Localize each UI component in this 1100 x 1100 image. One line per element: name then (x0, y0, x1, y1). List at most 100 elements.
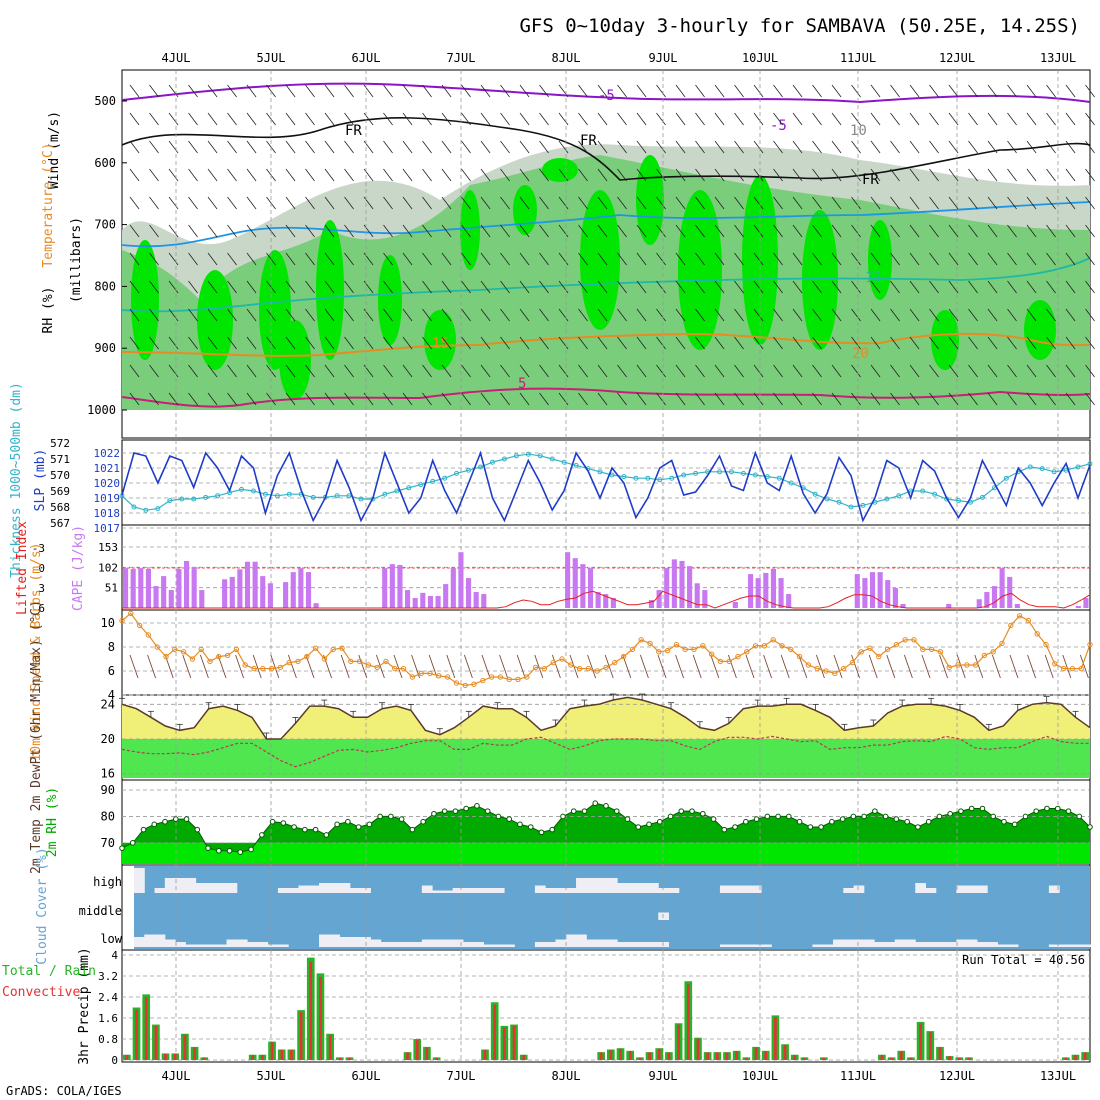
wind-barb (207, 364, 218, 378)
cape-bar (991, 586, 998, 608)
wind-barb (285, 196, 296, 210)
cape-tick-label: 102 (98, 561, 118, 574)
wind-barb (734, 112, 744, 126)
wind-barb (305, 252, 315, 266)
rh2m-point (549, 826, 556, 833)
freezing-level-line (121, 117, 1091, 181)
wind-barb (968, 168, 978, 182)
wind-barb (636, 308, 647, 322)
cape-tick-label: 51 (105, 582, 118, 595)
wind-barb (441, 140, 452, 154)
wind-barb (812, 336, 822, 350)
rh2m-point (925, 818, 932, 825)
wind-barb (539, 392, 549, 406)
cloud-clear-bar (134, 868, 145, 893)
thickness-point (274, 493, 280, 499)
wind-barb (1065, 364, 1076, 378)
cape-bar (732, 602, 738, 608)
wind-barb (324, 280, 335, 294)
precip-tick-label: 0 (111, 1054, 118, 1067)
wind-speed-point (119, 617, 125, 624)
lifted-index-axis-label-part: Lifted Index (15, 521, 30, 615)
run-total-label: Run Total = 40.56 (962, 953, 1085, 967)
wind-barb (246, 84, 257, 98)
wind-speed-point (550, 659, 556, 666)
wind-barb (695, 392, 705, 406)
cloud-clear-bar (205, 944, 217, 947)
wind-speed-point (717, 658, 724, 665)
rh2m-point (947, 810, 953, 817)
wind-barb (929, 84, 939, 98)
wind-barb (519, 84, 530, 98)
wind-barb (227, 140, 237, 154)
wind-barb (812, 252, 822, 266)
wind-barb (948, 364, 959, 378)
precip-convective-bar (319, 976, 322, 1060)
slp-line (121, 450, 1091, 523)
cloud-clear-bar (915, 883, 927, 893)
rh-high-area (580, 190, 620, 330)
wind-barb (909, 168, 920, 182)
wind-barb (168, 112, 179, 126)
wind-barb (734, 392, 744, 406)
rh2m-base (122, 842, 1090, 864)
wind-barb-10m (974, 654, 984, 679)
wind-barb (773, 392, 783, 406)
wind-barb (1046, 308, 1056, 322)
wind-barb (500, 84, 510, 98)
wind-barb (987, 84, 998, 98)
wind-barb (851, 280, 861, 294)
temp-tick-label: 20 (101, 732, 115, 746)
cloud-clear-bar (658, 912, 670, 920)
wind-barb (227, 252, 237, 266)
wind-barb-10m (657, 654, 667, 679)
pressure-tick-label: 700 (94, 218, 116, 232)
wind-speed-point (858, 649, 864, 655)
wind10m-panel: 4 6 8 10 (101, 610, 1093, 702)
li-tick-label: 6 (38, 602, 45, 615)
wind-barb (578, 196, 588, 210)
slp-tick-label: 1020 (94, 477, 121, 490)
li-tick-label: -3 (32, 542, 45, 555)
cloud-clear-bar (534, 942, 546, 947)
wind-barb (929, 140, 939, 154)
pressure-tick-label: 1000 (87, 403, 116, 417)
thickness-point (358, 496, 364, 502)
wind-barb (422, 224, 432, 238)
rh-tick-label: 80 (101, 809, 115, 823)
cloud-clear-bar (904, 939, 916, 947)
wind-barb (890, 168, 900, 182)
wind-barb (149, 364, 159, 378)
wind-barb-10m (516, 654, 526, 679)
wind-speed-point (972, 662, 979, 668)
wind-barb (1046, 168, 1056, 182)
wind-speed-point (779, 643, 785, 649)
wind-speed-point (242, 662, 248, 668)
cape-bar (168, 590, 174, 608)
rh2m-point (355, 824, 362, 830)
thickness-point (848, 504, 854, 510)
wind-speed-point (136, 622, 143, 629)
contour-label: FR (345, 123, 362, 139)
contour-label: 10 (850, 123, 867, 139)
precip-convective-bar (890, 1057, 893, 1060)
precip-convective-bar (135, 1009, 138, 1060)
wind-barb (636, 392, 647, 406)
wind-barb (734, 168, 744, 182)
slp-tick-label: 1021 (94, 462, 121, 475)
cloud-clear-bar (853, 939, 865, 947)
wind-barb (305, 392, 315, 406)
wind-barb (188, 196, 198, 210)
wind-barb (500, 196, 510, 210)
temp-tick-label: 24 (101, 697, 115, 711)
wind-barb (500, 112, 510, 126)
pressure-tick-label: 800 (94, 279, 116, 293)
cape-bar (603, 594, 609, 608)
wind-barb (1007, 84, 1017, 98)
thickness-point (418, 482, 424, 488)
rh2m-point (786, 813, 792, 820)
wind-barb-10m (393, 654, 403, 679)
cloud-clear-bar (360, 888, 371, 893)
cape-bar (412, 598, 418, 608)
rh-tick-label: 90 (101, 783, 115, 797)
